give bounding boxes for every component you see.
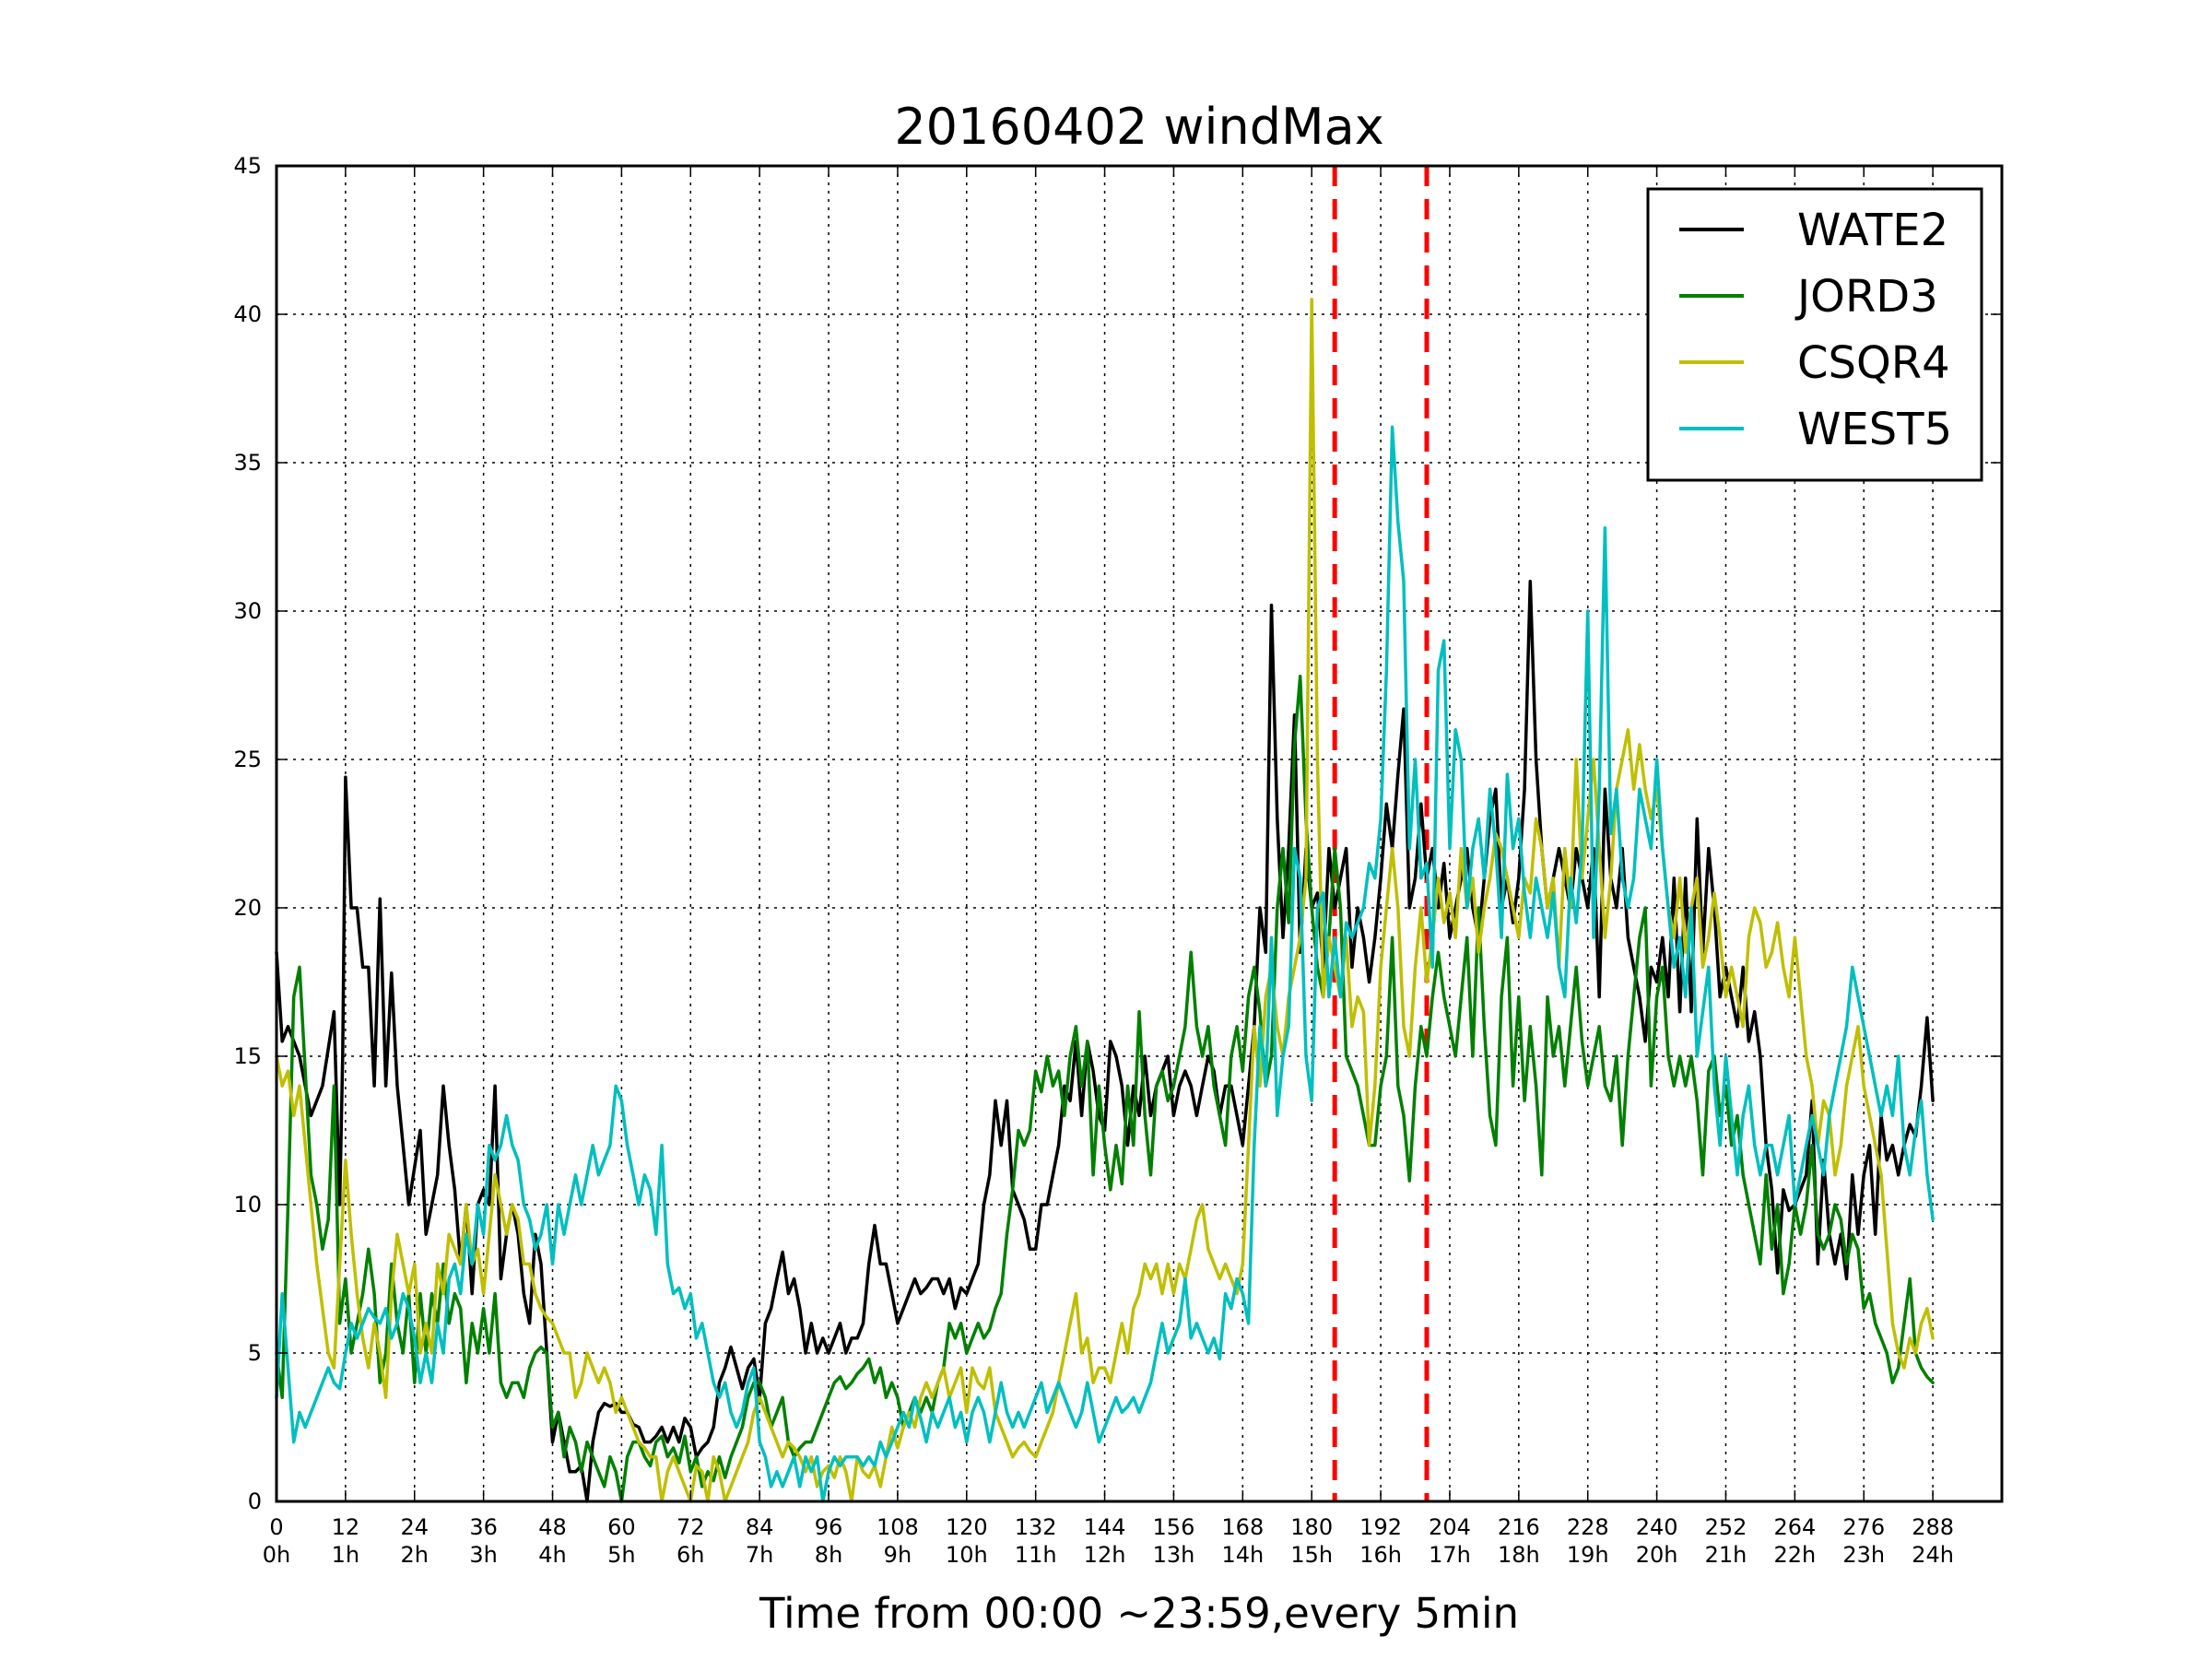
x-tick-label: 156	[1153, 1514, 1195, 1540]
series-lines	[275, 298, 1935, 1503]
x-tick-hour-label: 20h	[1636, 1542, 1678, 1568]
series-line-jord3	[275, 675, 1935, 1503]
x-tick-label: 192	[1359, 1514, 1402, 1540]
x-tick-label: 288	[1912, 1514, 1954, 1540]
legend-label: CSQR4	[1797, 337, 1950, 389]
series-line-west5	[275, 425, 1935, 1503]
x-tick-label: 276	[1842, 1514, 1885, 1540]
x-axis-label: Time from 00:00 ~23:59,every 5min	[759, 1589, 1519, 1638]
x-tick-hour-label: 6h	[677, 1542, 704, 1568]
x-tick-hour-label: 3h	[469, 1542, 497, 1568]
x-tick-label: 96	[815, 1514, 843, 1540]
x-tick-label: 216	[1498, 1514, 1540, 1540]
y-tick-label: 25	[233, 747, 262, 772]
legend-box	[1646, 187, 1983, 482]
x-tick-label: 264	[1773, 1514, 1816, 1540]
y-tick-label: 20	[233, 895, 262, 921]
x-tick-label: 240	[1636, 1514, 1678, 1540]
x-tick-hour-label: 23h	[1842, 1542, 1885, 1568]
y-tick-labels: 0 5 10 15 20 25 30 35 40 45	[233, 153, 262, 1514]
x-tick-hour-label: 13h	[1153, 1542, 1195, 1568]
x-tick-hour-label: 9h	[884, 1542, 912, 1568]
x-tick-hour-label: 19h	[1567, 1542, 1609, 1568]
y-tick-label: 30	[233, 598, 262, 624]
x-tick-label: 48	[538, 1514, 567, 1540]
x-tick-label: 132	[1015, 1514, 1057, 1540]
legend-label: WEST5	[1797, 404, 1952, 455]
x-tick-hour-label: 5h	[607, 1542, 635, 1568]
x-tick-hour-label: 7h	[746, 1542, 773, 1568]
x-tick-label: 204	[1429, 1514, 1471, 1540]
x-tick-hour-label: 16h	[1359, 1542, 1402, 1568]
x-tick-label: 12	[332, 1514, 360, 1540]
chart-title: 20160402 windMax	[894, 98, 1383, 156]
x-tick-label: 180	[1290, 1514, 1333, 1540]
series-line-csqr4	[275, 298, 1935, 1503]
x-tick-hour-label: 22h	[1773, 1542, 1816, 1568]
x-tick-label: 120	[946, 1514, 988, 1540]
axis-ticks	[276, 165, 2002, 1502]
x-tick-label: 24	[400, 1514, 429, 1540]
y-tick-label: 15	[233, 1043, 262, 1069]
y-tick-label: 45	[233, 153, 262, 179]
x-tick-label: 72	[677, 1514, 705, 1540]
x-tick-label: 36	[469, 1514, 498, 1540]
x-tick-label: 252	[1705, 1514, 1747, 1540]
x-tick-hour-label: 11h	[1015, 1542, 1057, 1568]
x-tick-hour-label: 14h	[1221, 1542, 1264, 1568]
x-tick-label: 144	[1084, 1514, 1126, 1540]
plot-frame	[275, 164, 2004, 1503]
x-tick-hour-label: 15h	[1290, 1542, 1333, 1568]
x-tick-hour-label: 21h	[1705, 1542, 1747, 1568]
y-tick-label: 40	[233, 301, 262, 327]
x-tick-hour-label: 0h	[263, 1542, 290, 1568]
x-tick-hour-label: 17h	[1429, 1542, 1471, 1568]
x-tick-label: 84	[746, 1514, 774, 1540]
series-line-wate2	[275, 580, 1935, 1503]
x-tick-label: 60	[607, 1514, 636, 1540]
x-tick-label: 0	[269, 1514, 283, 1540]
x-tick-hour-label: 24h	[1912, 1542, 1954, 1568]
y-tick-label: 0	[248, 1488, 262, 1514]
x-tick-label: 228	[1567, 1514, 1609, 1540]
x-tick-hour-label: 2h	[401, 1542, 429, 1568]
y-tick-label: 10	[233, 1192, 262, 1218]
x-tick-hour-label: 18h	[1498, 1542, 1540, 1568]
x-tick-hour-label: 10h	[946, 1542, 988, 1568]
x-tick-hour-label: 8h	[815, 1542, 842, 1568]
legend-label: JORD3	[1794, 271, 1938, 323]
x-tick-hour-label: 1h	[332, 1542, 359, 1568]
legend-label: WATE2	[1797, 205, 1948, 256]
y-tick-label: 5	[248, 1340, 262, 1366]
event-markers	[1332, 166, 1430, 1501]
x-tick-label: 108	[877, 1514, 919, 1540]
x-tick-label: 168	[1221, 1514, 1264, 1540]
legend: WATE2 JORD3 CSQR4 WEST5	[1646, 187, 1983, 482]
y-tick-label: 35	[233, 450, 262, 476]
x-tick-hour-label: 12h	[1084, 1542, 1126, 1568]
x-tick-hour-label: 4h	[538, 1542, 566, 1568]
